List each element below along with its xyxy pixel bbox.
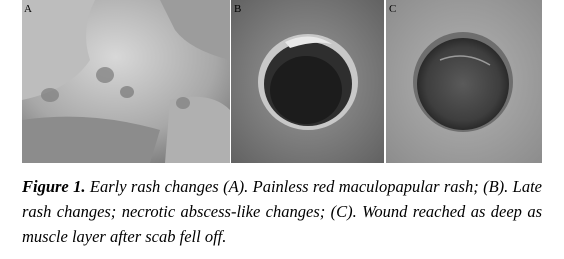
caption-text: Early rash changes (A). Painless red mac… bbox=[22, 177, 543, 246]
caption-label: Figure 1. bbox=[22, 177, 86, 196]
panel-label: C bbox=[389, 3, 396, 15]
panel-label: A bbox=[24, 3, 32, 15]
figure: A B C bbox=[22, 0, 542, 163]
photo-a: A bbox=[22, 0, 230, 163]
photo-b: B bbox=[231, 0, 384, 163]
panel-label: B bbox=[234, 3, 241, 15]
photo-c: C bbox=[386, 0, 542, 163]
caption: Figure 1. Early rash changes (A). Painle… bbox=[22, 174, 542, 249]
